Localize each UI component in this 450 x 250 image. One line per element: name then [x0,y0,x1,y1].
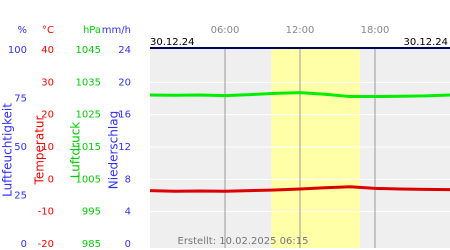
y-tick-label: 1035 [76,77,101,88]
y-tick-label: 985 [82,239,101,250]
footer: Erstellt: 10.02.2025 06:15 [178,236,309,247]
y-tick-label: 995 [82,207,101,218]
axis-title: Luftfeuchtigkeit [1,103,15,197]
x-tick-label: 06:00 [211,25,240,36]
y-tick-label: 0 [21,239,27,250]
y-tick-label: 12 [118,142,131,153]
plot: %Luftfeuchtigkeit0255075100°CTemperatur-… [1,25,450,250]
axis-unit: hPa [83,25,101,36]
y-tick-label: -20 [38,239,54,250]
y-tick-label: 1045 [76,45,101,56]
y-tick-label: 0 [48,174,54,185]
axis-title: Niederschlag [107,111,121,189]
y-tick-label: 75 [14,94,27,105]
axis-unit: mm/h [102,25,131,36]
daylight-band [271,48,360,248]
x-tick-label: 12:00 [286,25,315,36]
y-tick-label: 0 [125,239,131,250]
y-tick-label: 1015 [76,142,101,153]
y-tick-label: 100 [8,45,27,56]
date-right: 30.12.24 [403,37,448,48]
y-tick-label: 40 [41,45,54,56]
y-tick-label: 4 [125,207,131,218]
y-tick-label: 25 [14,191,27,202]
y-tick-label: 50 [14,142,27,153]
y-tick-label: 10 [41,142,54,153]
y-tick-label: 24 [118,45,131,56]
y-tick-label: 16 [118,110,131,121]
y-tick-label: 8 [125,174,131,185]
axis-unit: °C [42,25,54,36]
date-left: 30.12.24 [150,37,195,48]
y-tick-label: 1005 [76,174,101,185]
y-tick-label: -10 [38,207,54,218]
x-tick-label: 18:00 [361,25,390,36]
series-line [149,185,450,193]
y-tick-label: 1025 [76,110,101,121]
axis-unit: % [17,25,27,36]
y-tick-label: 20 [118,77,131,88]
series-line [149,91,450,99]
axis-title: Temperatur [33,115,47,185]
y-tick-label: 30 [41,77,54,88]
y-tick-label: 20 [41,110,54,121]
axis-title: Luftdruck [69,122,83,179]
